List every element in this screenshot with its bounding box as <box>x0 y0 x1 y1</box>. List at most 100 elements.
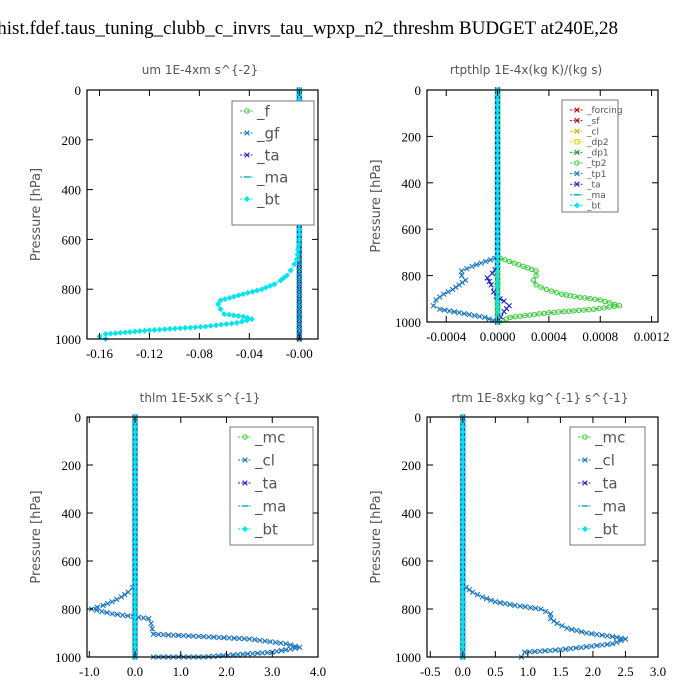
legend: _mc _cl _ta _ma _bt <box>229 426 314 546</box>
data-point <box>132 634 139 640</box>
data-point <box>456 309 462 316</box>
data-point <box>494 308 501 315</box>
data-point <box>494 132 501 139</box>
data-point <box>459 539 466 545</box>
data-point <box>132 579 139 585</box>
data-point <box>132 614 139 620</box>
y-tick-label: 600 <box>402 222 422 237</box>
data-point <box>494 127 501 134</box>
y-tick-label: 1000 <box>55 650 81 665</box>
data-point <box>233 319 240 326</box>
data-point <box>606 304 612 310</box>
data-point <box>100 602 106 609</box>
data-point <box>494 278 501 285</box>
plot-frame <box>86 416 319 658</box>
data-point <box>571 308 577 314</box>
data-point <box>459 459 466 465</box>
data-point <box>132 469 139 475</box>
data-point <box>484 275 491 281</box>
data-point <box>132 439 139 445</box>
legend-label: _mc <box>254 428 285 447</box>
data-point <box>552 647 559 653</box>
data-point <box>200 633 207 640</box>
y-tick-label: 400 <box>402 176 422 191</box>
data-point <box>459 594 466 600</box>
data-point <box>226 294 233 301</box>
data-point <box>218 321 225 328</box>
data-point <box>249 288 256 295</box>
data-point <box>466 311 473 318</box>
data-point <box>459 424 466 430</box>
data-point <box>221 311 228 318</box>
data-point <box>618 637 624 644</box>
data-point <box>494 293 501 300</box>
data-point <box>578 644 585 651</box>
data-point <box>192 324 199 331</box>
y-tick-label: 200 <box>402 129 422 144</box>
legend-label: _cl <box>594 451 615 470</box>
legend-marker <box>574 149 580 156</box>
data-point <box>554 620 560 627</box>
y-tick-label: 800 <box>402 602 422 617</box>
x-tick-label: 0.0008 <box>582 329 618 344</box>
data-point <box>568 645 574 652</box>
data-point <box>216 634 222 641</box>
data-point <box>490 289 497 295</box>
data-point <box>483 595 490 602</box>
data-point <box>578 629 585 635</box>
legend-marker <box>574 170 580 177</box>
data-point <box>210 653 217 660</box>
data-point <box>527 604 534 611</box>
data-point <box>538 284 544 290</box>
data-point <box>161 326 168 333</box>
data-point <box>132 429 139 435</box>
data-point <box>573 627 580 634</box>
data-point <box>132 599 139 605</box>
y-tick-label: 400 <box>62 183 82 198</box>
data-point <box>494 208 501 215</box>
data-point <box>248 316 255 323</box>
data-point <box>240 291 247 298</box>
legend-label: _ta <box>594 474 618 493</box>
x-tick-label: 0.0 <box>455 664 471 679</box>
data-point <box>459 629 466 635</box>
panel-title: rtm 1E-8xkg kg^{-1} s^{-1} <box>451 391 628 405</box>
data-point <box>132 609 139 615</box>
data-point <box>614 634 620 641</box>
data-point <box>594 631 600 638</box>
data-point <box>543 286 550 293</box>
data-point <box>441 307 448 313</box>
data-point <box>459 499 466 505</box>
data-point <box>132 574 139 580</box>
data-point <box>449 286 456 293</box>
data-point <box>494 228 501 235</box>
panel-um: um 1E-4xm s^{-2} Pressure [hPa] 0 200 400 600… <box>29 63 319 361</box>
data-point <box>235 312 242 319</box>
data-point <box>459 609 466 615</box>
data-point <box>494 213 501 220</box>
data-point <box>132 464 139 470</box>
data-point <box>246 636 253 642</box>
data-point <box>458 272 465 279</box>
data-point <box>602 298 608 305</box>
data-point <box>459 439 466 445</box>
data-point <box>132 434 139 440</box>
data-point <box>185 633 192 639</box>
data-point <box>588 643 595 649</box>
data-point <box>254 650 261 657</box>
data-point <box>262 638 268 644</box>
data-point <box>109 599 115 605</box>
data-point <box>235 292 242 299</box>
y-axis-label: Pressure [hPa] <box>29 168 44 261</box>
data-point <box>459 529 466 535</box>
legend-marker <box>242 434 248 440</box>
data-point <box>542 608 549 615</box>
data-point <box>296 231 303 238</box>
data-point <box>254 287 261 294</box>
data-point <box>217 297 224 304</box>
data-point <box>538 606 544 612</box>
x-tick-label: 2.0 <box>218 664 234 679</box>
data-point <box>117 329 124 336</box>
data-point <box>494 157 501 164</box>
data-point <box>127 328 134 335</box>
